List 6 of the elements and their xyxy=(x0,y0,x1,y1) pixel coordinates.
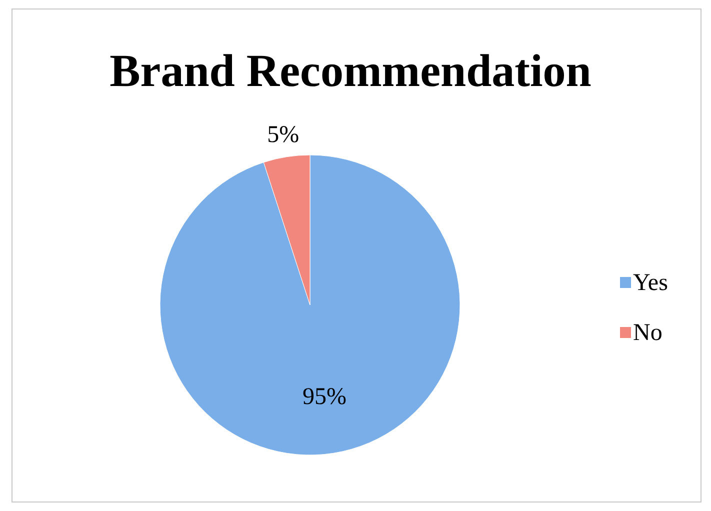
data-label: 95% xyxy=(302,384,347,410)
legend-label: No xyxy=(633,320,662,346)
legend-label: Yes xyxy=(633,270,668,296)
pie-slice xyxy=(160,154,460,456)
data-label: 5% xyxy=(267,122,300,148)
chart-title: Brand Recommendation xyxy=(110,45,592,96)
